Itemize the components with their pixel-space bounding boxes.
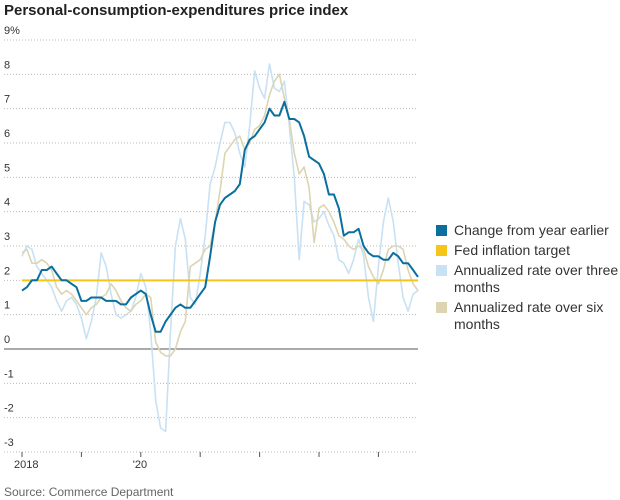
y-tick-label: 8	[4, 59, 10, 71]
legend-label: Annualized rate over six months	[454, 299, 604, 332]
legend-item: Change from year earlier	[436, 222, 620, 239]
chart-title: Personal-consumption-expenditures price …	[4, 2, 349, 19]
y-tick-label: 5	[4, 162, 10, 174]
legend-swatch	[436, 245, 447, 256]
y-tick-label: 0	[4, 334, 10, 346]
y-tick-label: -2	[4, 403, 14, 415]
x-tick-label: 2018	[14, 459, 38, 471]
y-tick-label: 9%	[4, 25, 20, 37]
y-tick-label: -3	[4, 437, 14, 449]
source-note: Source: Commerce Department	[4, 485, 174, 499]
y-tick-label: 7	[4, 94, 10, 106]
legend-item: Annualized rate over three months	[436, 262, 620, 296]
series-line	[21, 73, 419, 357]
legend-label: Change from year earlier	[454, 222, 609, 238]
legend-item: Annualized rate over six months	[436, 299, 620, 333]
x-tick-label: '20	[133, 459, 147, 471]
legend: Change from year earlier Fed inflation ta…	[436, 222, 620, 336]
y-tick-label: 2	[4, 265, 10, 277]
y-tick-label: -1	[4, 368, 14, 380]
chart: -3 -2 -1 0 1 2 3 4 5 6 7 8 9% 2018 '20	[4, 25, 419, 471]
legend-swatch	[436, 225, 447, 236]
series-line	[21, 100, 419, 333]
y-tick-label: 4	[4, 197, 10, 209]
legend-swatch	[436, 302, 447, 313]
series-line	[21, 63, 419, 433]
y-tick-label: 3	[4, 231, 10, 243]
legend-label: Fed inflation target	[454, 242, 570, 258]
y-tick-label: 1	[4, 300, 10, 312]
legend-label: Annualized rate over three months	[454, 262, 619, 295]
y-tick-label: 6	[4, 128, 10, 140]
legend-swatch	[436, 265, 447, 276]
legend-item: Fed inflation target	[436, 242, 620, 259]
